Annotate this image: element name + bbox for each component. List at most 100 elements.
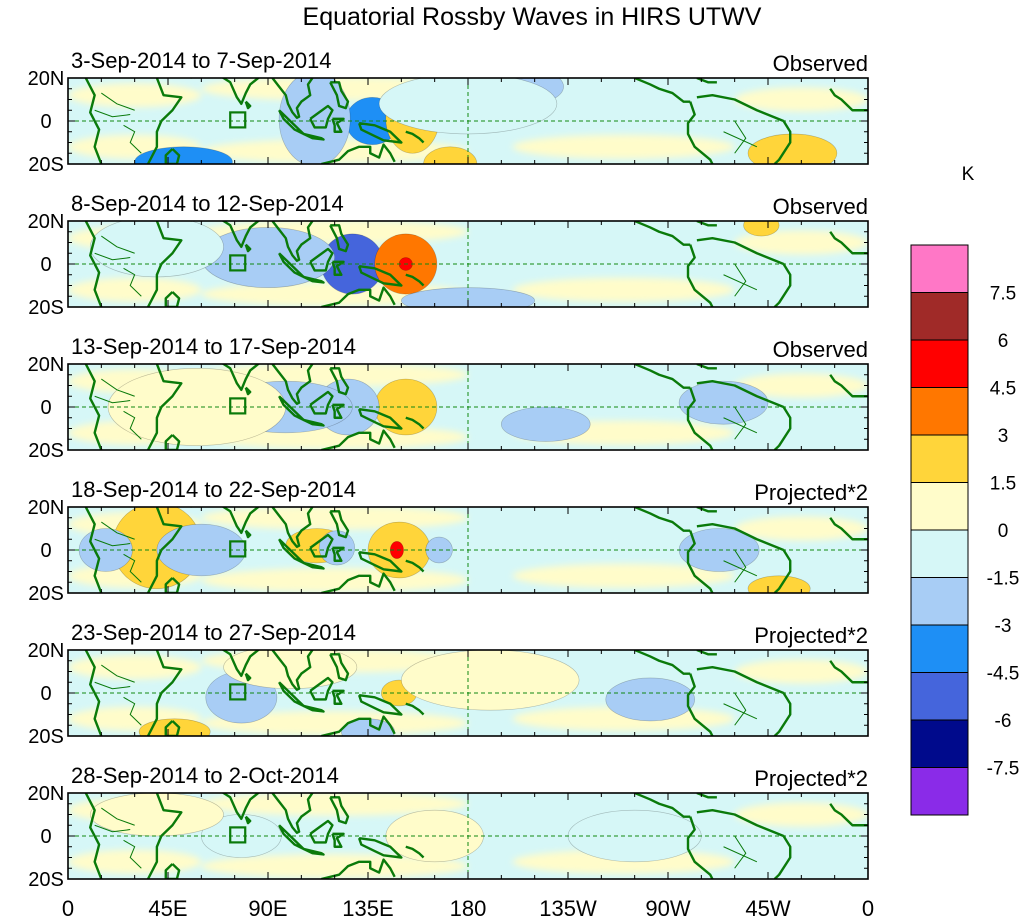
map-panel: 18-Sep-2014 to 22-Sep-2014 Projected*2 20N… [28,477,869,605]
country-border [723,560,758,577]
panel-period: 18-Sep-2014 to 22-Sep-2014 [71,477,356,502]
country-border [101,235,135,254]
coastline [164,434,181,450]
anomaly-contour [89,793,224,837]
colorbar-swatch [910,339,969,388]
map-panel: 13-Sep-2014 to 17-Sep-2014 Observed 20N 0 20… [28,334,869,462]
coastline [146,221,183,307]
coastline [321,715,396,736]
panel-status: Observed [773,51,868,76]
reference-box [229,683,247,701]
reference-box [229,540,247,558]
panel-period: 13-Sep-2014 to 17-Sep-2014 [71,334,356,359]
coastline [221,650,261,677]
colorbar-label: 0 [998,521,1009,542]
lat-tick-label: 20N [28,783,65,805]
coastline [686,673,714,736]
colorbar-swatch [910,387,969,436]
anomaly-contour [743,221,780,237]
coastline [221,78,261,106]
coastline [331,546,345,562]
coastline [244,243,252,253]
coastline [221,507,261,534]
coastline [696,364,717,370]
lat-tick-label: 20N [28,354,65,376]
coastline [696,78,717,84]
reference-box [229,397,247,415]
country-border [101,378,135,397]
country-border [101,521,135,540]
country-border [94,681,131,690]
country-border [94,252,131,261]
panel-period: 23-Sep-2014 to 27-Sep-2014 [71,620,356,645]
coastline [331,117,345,133]
coastline [686,101,714,164]
coastline [244,815,252,825]
country-border [101,92,135,111]
coastline [309,676,334,701]
country-border [723,131,758,148]
lat-tick-label: 20S [28,154,64,176]
coastline [244,100,252,110]
country-border [734,120,747,154]
longitude-axis: 0 45E 90E 135E 180 135W 90W 45W 0 [62,896,874,921]
colorbar-label: 7.5 [990,284,1016,305]
anomaly-band [68,83,202,108]
coastline [303,132,325,141]
country-border [734,263,747,297]
anomaly-band [201,568,469,593]
lon-tick-label: 90E [248,896,287,921]
coastline [634,650,691,675]
country-border [123,410,142,440]
anomaly-band [512,563,735,588]
lat-tick-label: 20S [28,726,64,748]
coastline [309,390,334,415]
colorbar-swatch [910,244,969,293]
coastline [405,416,425,430]
country-border [734,692,747,726]
colorbar-label: -7.5 [987,759,1020,780]
coastline [244,672,252,682]
country-border [94,824,131,833]
country-border [123,553,142,583]
coastline [271,650,314,691]
coastline [303,418,325,427]
lat-tick-label: 20S [28,297,64,319]
panel-status: Projected*2 [754,766,868,791]
anomaly-band [512,277,735,302]
coastline [686,530,714,593]
coastline [303,275,325,284]
colorbar-swatch [910,292,969,341]
coastline [164,577,181,593]
coastline [146,364,183,450]
anomaly-contour [378,78,558,135]
colorbar-label: 4.5 [990,379,1016,400]
coastline [329,81,350,110]
coastline [331,832,345,848]
colorbar-swatch [910,767,969,816]
coastline [696,221,717,227]
anomaly-band [512,849,735,874]
coastline [221,793,261,820]
figure-title: Equatorial Rossby Waves in HIRS UTWV [303,3,762,31]
lat-tick-label: 20N [28,497,65,519]
panel-period: 3-Sep-2014 to 7-Sep-2014 [71,48,332,73]
coastline [357,836,403,859]
country-border [734,406,747,440]
map-panel: 28-Sep-2014 to 2-Oct-2014 Projected*2 20N 0… [28,763,869,891]
coastline [271,793,314,834]
coastline [634,364,691,389]
coastline [244,529,252,539]
reference-box [229,111,247,129]
lat-tick-label: 0 [40,397,51,419]
coastline [146,793,183,879]
coastline [331,403,345,419]
coastline [84,221,103,307]
coastline [164,863,181,879]
coastline [405,845,425,859]
coastlines [84,793,868,879]
lat-tick-label: 0 [40,111,51,133]
coastline [309,104,334,129]
coastline [329,510,350,539]
